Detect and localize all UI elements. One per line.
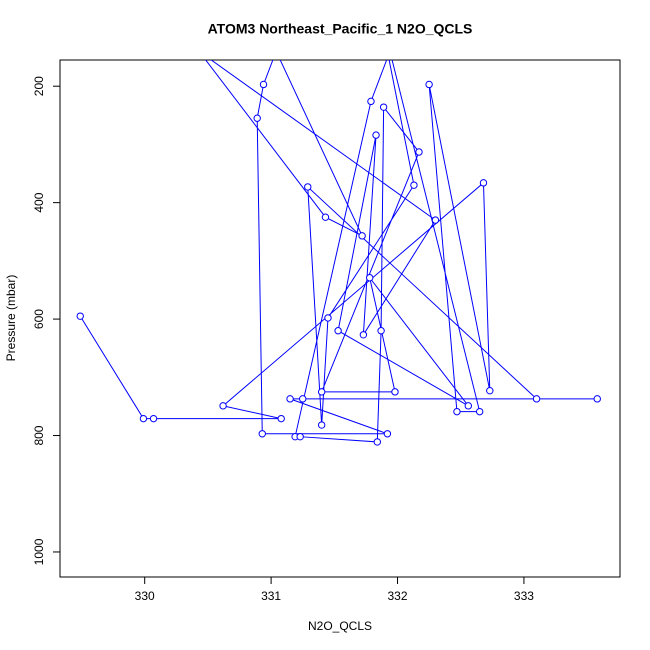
data-point <box>532 395 541 403</box>
data-point <box>299 395 307 403</box>
data-point <box>334 327 342 335</box>
data-point <box>415 148 423 156</box>
data-point <box>76 312 84 320</box>
data-point <box>372 131 380 139</box>
data-point <box>431 216 440 224</box>
y-tick-label: 200 <box>32 76 46 96</box>
data-point <box>453 407 461 416</box>
data-point <box>391 388 399 396</box>
data-point <box>317 421 326 429</box>
chart-title: ATOM3 Northeast_Pacific_1 N2O_QCLS <box>208 21 473 37</box>
data-point <box>253 114 261 122</box>
data-point <box>383 430 392 438</box>
series-line <box>79 60 598 443</box>
data-point <box>321 213 330 221</box>
x-tick-label: 331 <box>261 589 281 603</box>
plot-frame <box>59 59 621 578</box>
data-point <box>259 80 268 89</box>
y-tick-label: 1000 <box>32 538 46 565</box>
data-point <box>324 314 332 322</box>
data-point <box>317 388 326 396</box>
data-point <box>277 414 285 423</box>
data-point <box>273 48 279 54</box>
y-tick-label: 600 <box>32 309 46 329</box>
plot-area <box>76 48 601 446</box>
data-point <box>367 97 375 106</box>
data-point <box>149 414 158 423</box>
data-point <box>410 181 418 189</box>
data-point <box>464 402 473 410</box>
data-point <box>359 331 368 339</box>
data-point <box>486 386 494 395</box>
data-point <box>358 232 366 240</box>
data-point <box>296 432 304 441</box>
data-point <box>286 395 294 403</box>
data-point <box>384 48 390 54</box>
data-point <box>219 402 227 410</box>
data-point <box>366 274 374 282</box>
data-point <box>377 327 385 335</box>
y-axis-label: Pressure (mbar) <box>4 275 18 362</box>
data-point <box>373 438 381 446</box>
data-point <box>139 414 148 423</box>
data-point <box>196 48 202 54</box>
data-point <box>593 395 601 403</box>
y-tick-label: 800 <box>32 425 46 445</box>
x-tick-label: 332 <box>388 589 408 603</box>
x-tick-label: 330 <box>135 589 155 603</box>
data-point <box>379 103 388 111</box>
x-axis-label: N2O_QCLS <box>308 619 372 633</box>
data-point <box>258 430 266 438</box>
y-tick-label: 400 <box>32 192 46 212</box>
data-point <box>425 80 433 89</box>
data-point <box>304 183 312 191</box>
data-point <box>475 407 484 416</box>
data-point <box>479 179 488 187</box>
x-tick-label: 333 <box>514 589 534 603</box>
data-point <box>387 48 393 54</box>
